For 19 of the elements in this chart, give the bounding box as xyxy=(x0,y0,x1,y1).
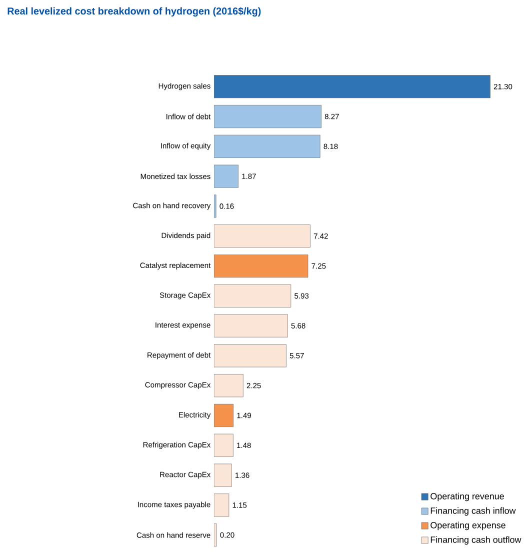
bar xyxy=(214,284,292,308)
legend-label: Operating expense xyxy=(430,522,506,530)
legend-label: Financing cash inflow xyxy=(430,507,516,516)
text: Real levelized cost breakdown of hydrogen (2016$/kg) xyxy=(8,7,261,17)
legend-label: Financing cash outflow xyxy=(430,536,522,545)
bar xyxy=(214,494,230,517)
bar xyxy=(214,434,234,457)
bar xyxy=(214,464,232,487)
bar xyxy=(214,104,322,128)
bar xyxy=(214,254,308,278)
bar xyxy=(214,75,490,98)
bar xyxy=(214,374,244,398)
bar xyxy=(214,344,286,368)
bar xyxy=(214,224,310,248)
bar xyxy=(214,404,234,428)
bar xyxy=(214,314,288,338)
bar xyxy=(214,164,238,188)
legend-label: Operating revenue xyxy=(430,492,504,502)
bar xyxy=(214,134,320,158)
